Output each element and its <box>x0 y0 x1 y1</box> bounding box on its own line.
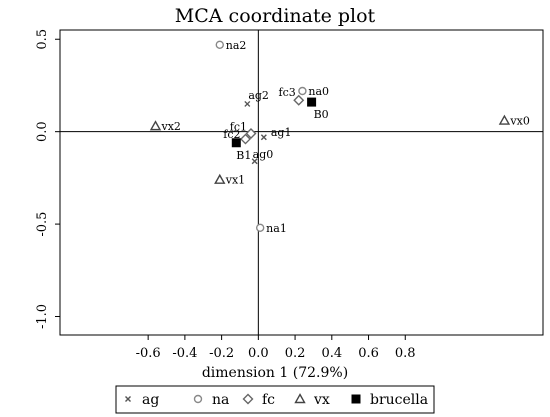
point-na0 <box>298 86 307 96</box>
legend-marker-vx <box>294 393 306 404</box>
point-na2 <box>215 40 224 49</box>
point-label-B0: B0 <box>314 108 329 121</box>
point-label-ag0: ag0 <box>253 148 274 161</box>
point-label-fc3: fc3 <box>279 86 296 99</box>
point-label-vx1: vx1 <box>225 174 245 187</box>
legend-label-vx: vx <box>313 392 330 408</box>
legend-marker-ag <box>125 396 131 402</box>
point-vx2 <box>149 120 162 131</box>
y-tick-label: 0.0 <box>35 121 50 142</box>
point-label-na0: na0 <box>308 85 329 98</box>
point-na1 <box>255 223 265 232</box>
point-label-ag1: ag1 <box>271 126 292 139</box>
legend-marker-brucella <box>351 394 361 404</box>
x-tick-label: 0.8 <box>395 346 416 361</box>
point-B0 <box>307 97 317 107</box>
legend-label-brucella: brucella <box>370 392 428 408</box>
point-vx1 <box>214 173 226 184</box>
point-label-vx2: vx2 <box>160 120 180 133</box>
x-tick-label: -0.6 <box>136 346 161 361</box>
point-label-na2: na2 <box>226 39 247 52</box>
y-tick-label: 0.5 <box>35 29 50 50</box>
point-B1 <box>231 138 241 148</box>
legend-box <box>115 385 435 414</box>
point-label-fc1: fc1 <box>230 121 247 134</box>
x-tick-label: 0.2 <box>285 346 306 361</box>
point-ag0 <box>251 158 258 165</box>
point-ag2 <box>244 100 251 107</box>
x-tick-label: 0.0 <box>248 346 269 361</box>
legend-marker-na <box>193 394 203 404</box>
x-tick-label: -0.2 <box>209 346 234 361</box>
y-tick-label: -0.5 <box>35 212 50 237</box>
x-tick-label: -0.4 <box>172 346 197 361</box>
x-tick-label: 0.4 <box>321 346 342 361</box>
legend-marker-fc <box>242 393 254 405</box>
point-ag1 <box>260 134 267 141</box>
point-fc1 <box>245 128 257 140</box>
x-tick-label: 0.6 <box>358 346 379 361</box>
legend: ag na fc vx brucella <box>115 385 435 414</box>
legend-label-na: na <box>212 392 229 408</box>
y-tick-label: -1.0 <box>35 304 50 329</box>
point-label-B1: B1 <box>236 149 251 162</box>
plot-frame <box>59 29 544 336</box>
point-label-ag2: ag2 <box>248 89 269 102</box>
point-label-fc2: fc2 <box>223 128 240 141</box>
point-label-na1: na1 <box>266 222 287 235</box>
ticks-layer: -0.6 -0.4 -0.2 0.0 0.2 0.4 0.6 0.8 0.5 0.0 -0.5 -1.… <box>35 29 416 361</box>
point-vx0 <box>498 114 511 125</box>
point-fc3 <box>293 94 305 106</box>
legend-label-ag: ag <box>142 392 159 408</box>
point-label-vx0: vx0 <box>509 115 529 128</box>
point-fc2 <box>239 133 251 145</box>
axes-layer <box>60 30 543 335</box>
chart-title: MCA coordinate plot <box>175 5 376 27</box>
x-axis-label: dimension 1 (72.9%) <box>202 365 348 381</box>
legend-label-fc: fc <box>262 392 275 408</box>
